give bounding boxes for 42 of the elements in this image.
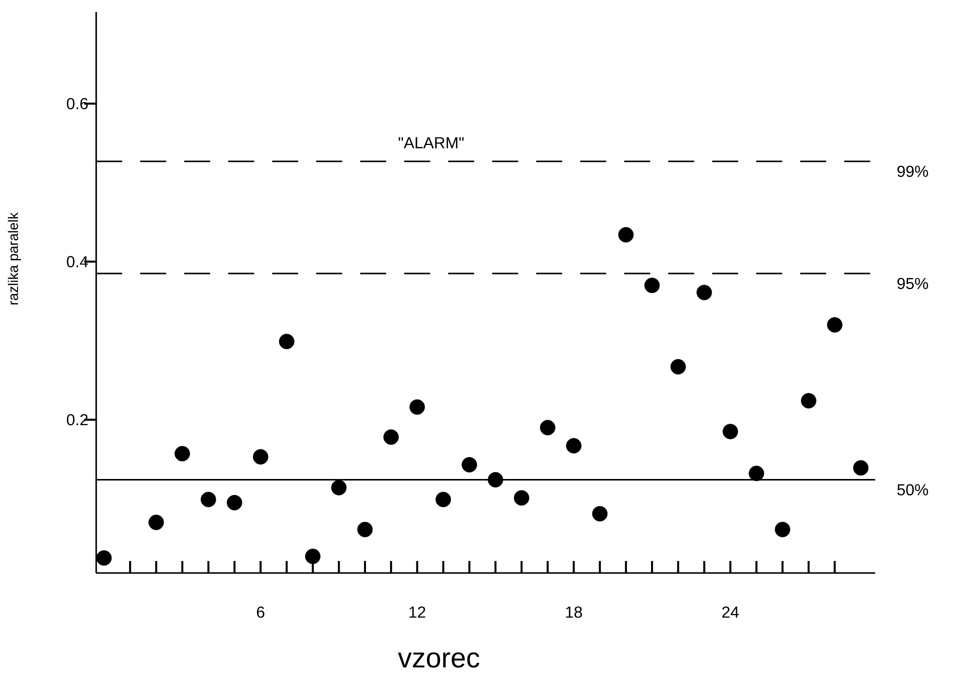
y-axis-title: razlika paralelk [8, 212, 21, 304]
y-tick-label: 0.4 [66, 256, 88, 268]
point [514, 490, 530, 506]
point [383, 429, 399, 445]
point [148, 514, 164, 530]
point [278, 334, 294, 350]
x-tick-label: 6 [256, 606, 264, 618]
text: 99% [897, 166, 928, 177]
point [722, 424, 738, 440]
point [226, 494, 242, 510]
point [200, 492, 216, 508]
point [748, 466, 764, 482]
point [96, 550, 112, 566]
annotation: "ALARM" [398, 137, 464, 148]
point [592, 506, 608, 522]
x-tick-label: 24 [722, 606, 739, 618]
point [566, 438, 582, 454]
y-tick-label: 0.2 [66, 414, 88, 426]
point [800, 393, 816, 408]
point [670, 359, 686, 374]
point [827, 317, 842, 333]
y-tick-label: 0.6 [66, 98, 88, 110]
point [331, 480, 347, 496]
x-tick-label: 18 [566, 606, 582, 618]
point [618, 227, 634, 243]
x-axis-title: vzorec [398, 652, 480, 668]
point [774, 522, 790, 538]
point [696, 284, 712, 300]
x-tick-label: 12 [410, 606, 426, 618]
point [436, 492, 451, 508]
point [305, 548, 320, 564]
point [462, 457, 478, 472]
point [174, 446, 190, 462]
point [357, 522, 373, 538]
point [540, 420, 556, 436]
point [644, 278, 660, 294]
point [252, 449, 268, 465]
point [853, 460, 869, 476]
point [488, 472, 504, 488]
text: 95% [897, 278, 928, 290]
point [409, 399, 425, 415]
text: 50% [897, 484, 928, 496]
